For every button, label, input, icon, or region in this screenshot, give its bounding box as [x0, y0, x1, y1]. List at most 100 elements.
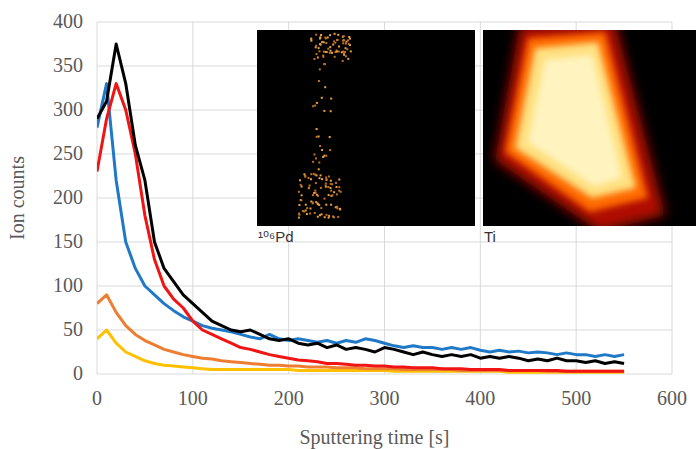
map-pixel	[321, 178, 323, 180]
y-axis-title: Ion counts	[6, 156, 28, 240]
map-pixel	[318, 136, 320, 138]
map-pixel	[325, 51, 327, 53]
map-pixel	[345, 55, 347, 57]
map-pixel	[303, 173, 305, 175]
map-pixel	[328, 176, 330, 178]
map-pixel	[330, 50, 332, 52]
map-pixel	[308, 187, 310, 189]
map-pixel	[323, 155, 325, 157]
map-pixel	[333, 40, 335, 42]
map-pixel	[323, 63, 325, 65]
ti-core	[515, 42, 636, 198]
map-pixel	[320, 34, 322, 36]
x-tick-label: 100	[178, 387, 208, 409]
map-pixel	[328, 194, 330, 196]
map-pixel	[298, 204, 300, 206]
map-pixel	[319, 50, 321, 52]
map-pixel	[317, 216, 319, 218]
map-pixel	[315, 45, 317, 47]
map-pixel	[325, 177, 327, 179]
map-pixel	[331, 52, 333, 54]
map-pixel	[316, 174, 318, 176]
map-pixel	[345, 47, 347, 49]
map-pixel	[312, 161, 314, 163]
x-grid-line	[97, 22, 98, 374]
map-pixel	[337, 216, 339, 218]
map-pixel	[305, 204, 307, 206]
map-pixel	[326, 179, 328, 181]
map-pixel	[330, 110, 332, 112]
map-pixel	[326, 214, 328, 216]
map-pixel	[309, 185, 311, 187]
y-tick-label: 150	[53, 230, 83, 252]
map-pixel	[327, 48, 329, 50]
map-pixel	[330, 187, 332, 189]
map-pixel	[329, 149, 331, 151]
x-tick-label: 400	[465, 387, 495, 409]
map-pixel	[320, 187, 322, 189]
map-pixel	[312, 202, 314, 204]
map-pixel	[324, 63, 326, 65]
map-pixel	[300, 199, 302, 201]
map-pixel	[316, 53, 318, 55]
map-pixel	[334, 33, 336, 35]
ti-core-bright	[528, 55, 622, 186]
map-pixel	[321, 149, 323, 151]
y-tick-label: 200	[53, 186, 83, 208]
map-pixel	[319, 38, 321, 40]
map-pixel	[304, 176, 306, 178]
map-pixel	[337, 208, 339, 210]
map-pixel	[314, 190, 316, 192]
map-pixel	[301, 186, 303, 188]
map-pixel	[312, 202, 314, 204]
map-pixel	[345, 41, 347, 43]
map-pixel	[331, 194, 333, 196]
map-pixel	[324, 37, 326, 39]
map-pixel	[316, 194, 318, 196]
map-background	[257, 30, 475, 226]
map-pixel	[332, 215, 334, 217]
ti-edge	[505, 32, 648, 212]
x-tick-label: 200	[274, 387, 304, 409]
map-pixel	[312, 194, 314, 196]
map-pixel	[310, 40, 312, 42]
map-pixel	[320, 174, 322, 176]
map-pixel	[318, 204, 320, 206]
map-pixel	[329, 52, 331, 54]
map-pixel	[335, 182, 337, 184]
map-pixel	[333, 191, 335, 193]
inset-label: ¹⁰⁶Pd	[258, 228, 294, 245]
map-pixel	[342, 60, 344, 62]
map-pixel	[329, 46, 331, 48]
map-pixel	[314, 105, 316, 107]
map-pixel	[337, 39, 339, 41]
map-pixel	[338, 190, 340, 192]
map-pixel	[348, 43, 350, 45]
map-pixel	[308, 177, 310, 179]
map-pixel	[319, 177, 321, 179]
map-pixel	[347, 58, 349, 60]
map-pixel	[323, 41, 325, 43]
map-pixel	[299, 179, 301, 181]
map-pixel	[324, 198, 326, 200]
map-pixel	[315, 201, 317, 203]
map-pixel	[300, 199, 302, 201]
map-pixel	[346, 48, 348, 50]
map-pixel	[343, 39, 345, 41]
map-pixel	[322, 55, 324, 57]
map-pixel	[321, 97, 323, 99]
map-pixel	[309, 213, 311, 215]
map-pixel	[338, 51, 340, 53]
map-pixel	[341, 51, 343, 53]
map-pixel	[331, 183, 333, 185]
map-pixel	[338, 186, 340, 188]
grid	[97, 22, 672, 374]
map-pixel	[329, 136, 331, 138]
y-tick-label: 250	[53, 142, 83, 164]
map-pixel	[325, 37, 327, 39]
x-tick-label: 300	[370, 387, 400, 409]
map-pixel	[336, 51, 338, 53]
map-pixel	[339, 208, 341, 210]
y-tick-label: 0	[73, 362, 83, 384]
map-pixel	[312, 105, 314, 107]
